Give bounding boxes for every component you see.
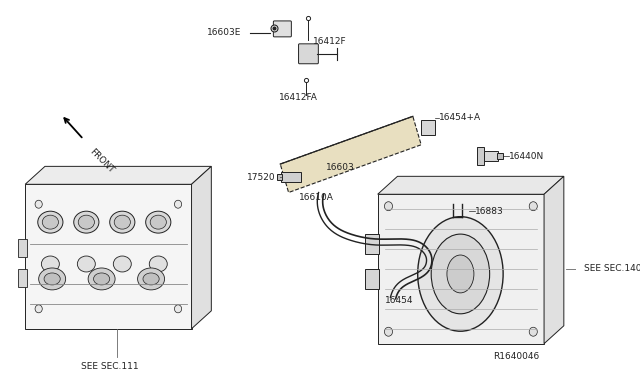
- Text: 16610A: 16610A: [300, 193, 334, 202]
- Ellipse shape: [109, 211, 135, 233]
- Polygon shape: [378, 194, 544, 344]
- Ellipse shape: [44, 273, 60, 285]
- Ellipse shape: [38, 211, 63, 233]
- Ellipse shape: [385, 327, 392, 336]
- Ellipse shape: [447, 255, 474, 293]
- Bar: [421, 119, 435, 135]
- Text: R1640046: R1640046: [493, 352, 540, 361]
- Ellipse shape: [35, 200, 42, 208]
- Ellipse shape: [150, 215, 166, 229]
- Ellipse shape: [42, 215, 58, 229]
- Polygon shape: [191, 166, 211, 329]
- Bar: [497, 153, 502, 159]
- Bar: [277, 174, 282, 180]
- Ellipse shape: [74, 211, 99, 233]
- Ellipse shape: [93, 273, 109, 285]
- Bar: [477, 147, 484, 166]
- FancyBboxPatch shape: [273, 21, 291, 37]
- Ellipse shape: [143, 273, 159, 285]
- Text: 16603E: 16603E: [207, 28, 241, 37]
- Text: 16454: 16454: [385, 296, 413, 305]
- Ellipse shape: [42, 256, 60, 272]
- Ellipse shape: [138, 268, 164, 290]
- Text: 16412F: 16412F: [313, 37, 347, 46]
- Ellipse shape: [35, 305, 42, 313]
- Text: SEE SEC.111: SEE SEC.111: [81, 362, 138, 371]
- Text: 16412FA: 16412FA: [279, 93, 317, 102]
- Ellipse shape: [78, 215, 95, 229]
- FancyBboxPatch shape: [298, 44, 318, 64]
- Bar: [484, 151, 498, 161]
- Polygon shape: [25, 184, 191, 329]
- Bar: [462, 207, 469, 213]
- Text: FRONT: FRONT: [87, 147, 115, 175]
- Ellipse shape: [529, 327, 538, 336]
- Ellipse shape: [88, 268, 115, 290]
- Text: 16440N: 16440N: [509, 152, 544, 161]
- Ellipse shape: [149, 256, 167, 272]
- Text: 16883: 16883: [475, 207, 504, 216]
- Polygon shape: [544, 176, 564, 344]
- Text: SEE SEC.140: SEE SEC.140: [584, 264, 640, 273]
- Bar: [365, 234, 380, 254]
- Bar: [18, 239, 27, 257]
- Text: 16603: 16603: [326, 163, 355, 172]
- Ellipse shape: [385, 202, 392, 211]
- Text: 16454+A: 16454+A: [439, 113, 481, 122]
- Ellipse shape: [77, 256, 95, 272]
- Text: 17520: 17520: [247, 173, 276, 182]
- Polygon shape: [378, 176, 564, 194]
- Ellipse shape: [113, 256, 131, 272]
- Polygon shape: [280, 116, 421, 192]
- Polygon shape: [25, 166, 211, 184]
- Ellipse shape: [418, 217, 503, 331]
- Ellipse shape: [175, 200, 182, 208]
- Ellipse shape: [114, 215, 131, 229]
- Ellipse shape: [529, 202, 538, 211]
- Ellipse shape: [431, 234, 490, 314]
- Bar: [282, 172, 301, 182]
- Bar: [365, 269, 380, 289]
- Ellipse shape: [38, 268, 66, 290]
- Ellipse shape: [146, 211, 171, 233]
- Bar: [18, 269, 27, 287]
- Ellipse shape: [175, 305, 182, 313]
